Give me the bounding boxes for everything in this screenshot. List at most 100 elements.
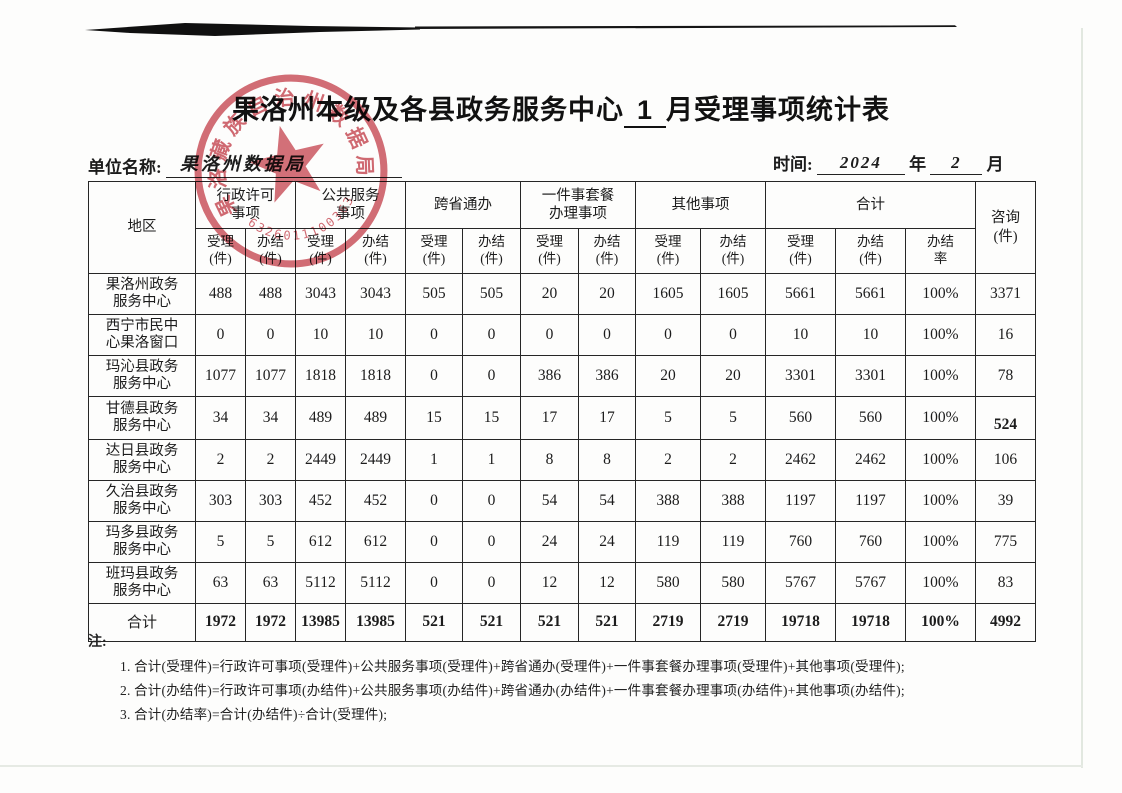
value-cell: 0 bbox=[405, 521, 463, 563]
value-cell: 100% bbox=[904, 480, 977, 522]
value-cell: 388 bbox=[700, 480, 766, 522]
unit-name-label: 单位名称: bbox=[88, 158, 162, 177]
value-cell: 3301 bbox=[765, 355, 836, 397]
header-region: 地区 bbox=[88, 181, 196, 274]
footnote-item: 1. 合计(受理件)=行政许可事项(受理件)+公共服务事项(受理件)+跨省通办(… bbox=[120, 659, 905, 674]
page-edge bbox=[1081, 28, 1083, 768]
value-cell: 4992 bbox=[975, 603, 1037, 642]
value-cell: 2719 bbox=[700, 603, 766, 642]
table-row: 果洛州政务 服务中心 488 488 3043 3043 505 505 20 20 1605 16… bbox=[88, 273, 1037, 315]
value-cell: 20 bbox=[520, 273, 579, 315]
table-row: 久治县政务 服务中心 303 303 452 452 0 0 54 54 388 388 1197 11… bbox=[88, 480, 1037, 522]
region-cell: 西宁市民中 心果洛窗口 bbox=[88, 314, 196, 356]
value-cell: 5 bbox=[245, 521, 296, 563]
value-cell: 0 bbox=[462, 355, 521, 397]
date-month-blank: 2 bbox=[930, 153, 983, 175]
official-red-seal: 果洛藏族自治州数据局 6326011100363 bbox=[186, 67, 388, 268]
value-cell: 1818 bbox=[345, 355, 406, 397]
value-cell: 39 bbox=[975, 480, 1037, 522]
region-cell: 果洛州政务 服务中心 bbox=[88, 273, 196, 315]
value-cell: 15 bbox=[462, 396, 521, 440]
value-cell: 1972 bbox=[245, 603, 296, 642]
table-row: 班玛县政务 服务中心 63 63 5112 5112 0 0 12 12 580 580 5767 57… bbox=[88, 562, 1037, 604]
value-cell: 580 bbox=[700, 562, 766, 604]
value-cell: 3301 bbox=[835, 355, 906, 397]
value-cell: 0 bbox=[462, 314, 521, 356]
value-cell: 452 bbox=[295, 480, 346, 522]
value-cell: 24 bbox=[578, 521, 636, 563]
region-cell: 玛沁县政务 服务中心 bbox=[88, 355, 196, 397]
header-sub-completed: 办结 (件) bbox=[462, 228, 521, 274]
value-cell: 16 bbox=[975, 314, 1037, 356]
value-cell: 1605 bbox=[635, 273, 701, 315]
value-cell: 20 bbox=[700, 355, 766, 397]
value-cell: 5767 bbox=[765, 562, 836, 604]
value-cell: 2 bbox=[635, 439, 701, 481]
value-cell: 100% bbox=[904, 562, 977, 604]
value-cell: 0 bbox=[578, 314, 636, 356]
value-cell: 63 bbox=[195, 562, 246, 604]
scan-artifact-streak bbox=[85, 23, 957, 36]
value-cell: 2 bbox=[195, 439, 246, 481]
value-cell: 2 bbox=[700, 439, 766, 481]
value-cell: 100% bbox=[904, 521, 977, 563]
title-prefix: 果洛州本级及各县政务服务中心 bbox=[232, 95, 624, 125]
value-cell: 78 bbox=[975, 355, 1037, 397]
value-cell: 20 bbox=[578, 273, 636, 315]
value-cell: 612 bbox=[295, 521, 346, 563]
value-cell: 8 bbox=[520, 439, 579, 481]
region-cell: 达日县政务 服务中心 bbox=[88, 439, 196, 481]
value-cell: 0 bbox=[195, 314, 246, 356]
value-cell: 24 bbox=[520, 521, 579, 563]
seal-star-icon bbox=[249, 125, 324, 203]
value-cell: 2 bbox=[245, 439, 296, 481]
value-cell: 17 bbox=[520, 396, 579, 440]
value-cell: 303 bbox=[245, 480, 296, 522]
value-cell: 1197 bbox=[765, 480, 836, 522]
value-cell: 489 bbox=[295, 396, 346, 440]
value-cell: 83 bbox=[975, 562, 1037, 604]
value-cell: 1818 bbox=[295, 355, 346, 397]
value-cell: 452 bbox=[345, 480, 406, 522]
value-cell: 580 bbox=[635, 562, 701, 604]
table-row: 玛沁县政务 服务中心 1077 1077 1818 1818 0 0 386 386 20 20 33… bbox=[88, 355, 1037, 397]
date-year-blank: 2024 bbox=[816, 153, 905, 175]
value-cell: 10 bbox=[345, 314, 406, 356]
value-cell: 2462 bbox=[835, 439, 906, 481]
value-cell: 5112 bbox=[345, 562, 406, 604]
value-cell: 0 bbox=[405, 480, 463, 522]
value-cell: 10 bbox=[835, 314, 906, 356]
value-cell: 5767 bbox=[835, 562, 906, 604]
value-cell: 5 bbox=[635, 396, 701, 440]
value-cell: 0 bbox=[245, 314, 296, 356]
value-cell: 34 bbox=[195, 396, 246, 440]
date-month-unit: 月 bbox=[986, 155, 1004, 174]
value-cell: 560 bbox=[835, 396, 906, 440]
value-cell: 119 bbox=[635, 521, 701, 563]
value-cell: 612 bbox=[345, 521, 406, 563]
value-cell: 100% bbox=[904, 439, 977, 481]
value-cell: 10 bbox=[295, 314, 346, 356]
value-cell: 1 bbox=[405, 439, 463, 481]
value-cell: 775 bbox=[975, 521, 1037, 563]
value-cell: 1 bbox=[462, 439, 521, 481]
value-cell: 2449 bbox=[345, 439, 406, 481]
value-cell: 100% bbox=[904, 355, 977, 397]
value-cell: 1197 bbox=[835, 480, 906, 522]
value-cell: 0 bbox=[462, 521, 521, 563]
value-cell: 388 bbox=[635, 480, 701, 522]
value-cell: 5112 bbox=[295, 562, 346, 604]
value-cell: 2462 bbox=[765, 439, 836, 481]
value-cell: 5661 bbox=[765, 273, 836, 315]
statistics-table-wrap: 地区 行政许可 事项 公共服务 事项 跨省通办 一件事套餐 办理事项 其他事项 … bbox=[88, 181, 1037, 642]
header-group-public-service: 公共服务 事项 bbox=[295, 181, 406, 229]
value-cell: 0 bbox=[462, 562, 521, 604]
header-sub-accepted: 受理 (件) bbox=[520, 228, 579, 274]
title-suffix: 月受理事项统计表 bbox=[666, 95, 890, 125]
footnote-item: 2. 合计(办结件)=行政许可事项(办结件)+公共服务事项(办结件)+跨省通办(… bbox=[120, 683, 905, 698]
region-cell: 甘德县政务 服务中心 bbox=[88, 396, 196, 440]
region-cell: 玛多县政务 服务中心 bbox=[88, 521, 196, 563]
value-cell: 100% bbox=[904, 273, 977, 315]
value-cell: 1077 bbox=[245, 355, 296, 397]
